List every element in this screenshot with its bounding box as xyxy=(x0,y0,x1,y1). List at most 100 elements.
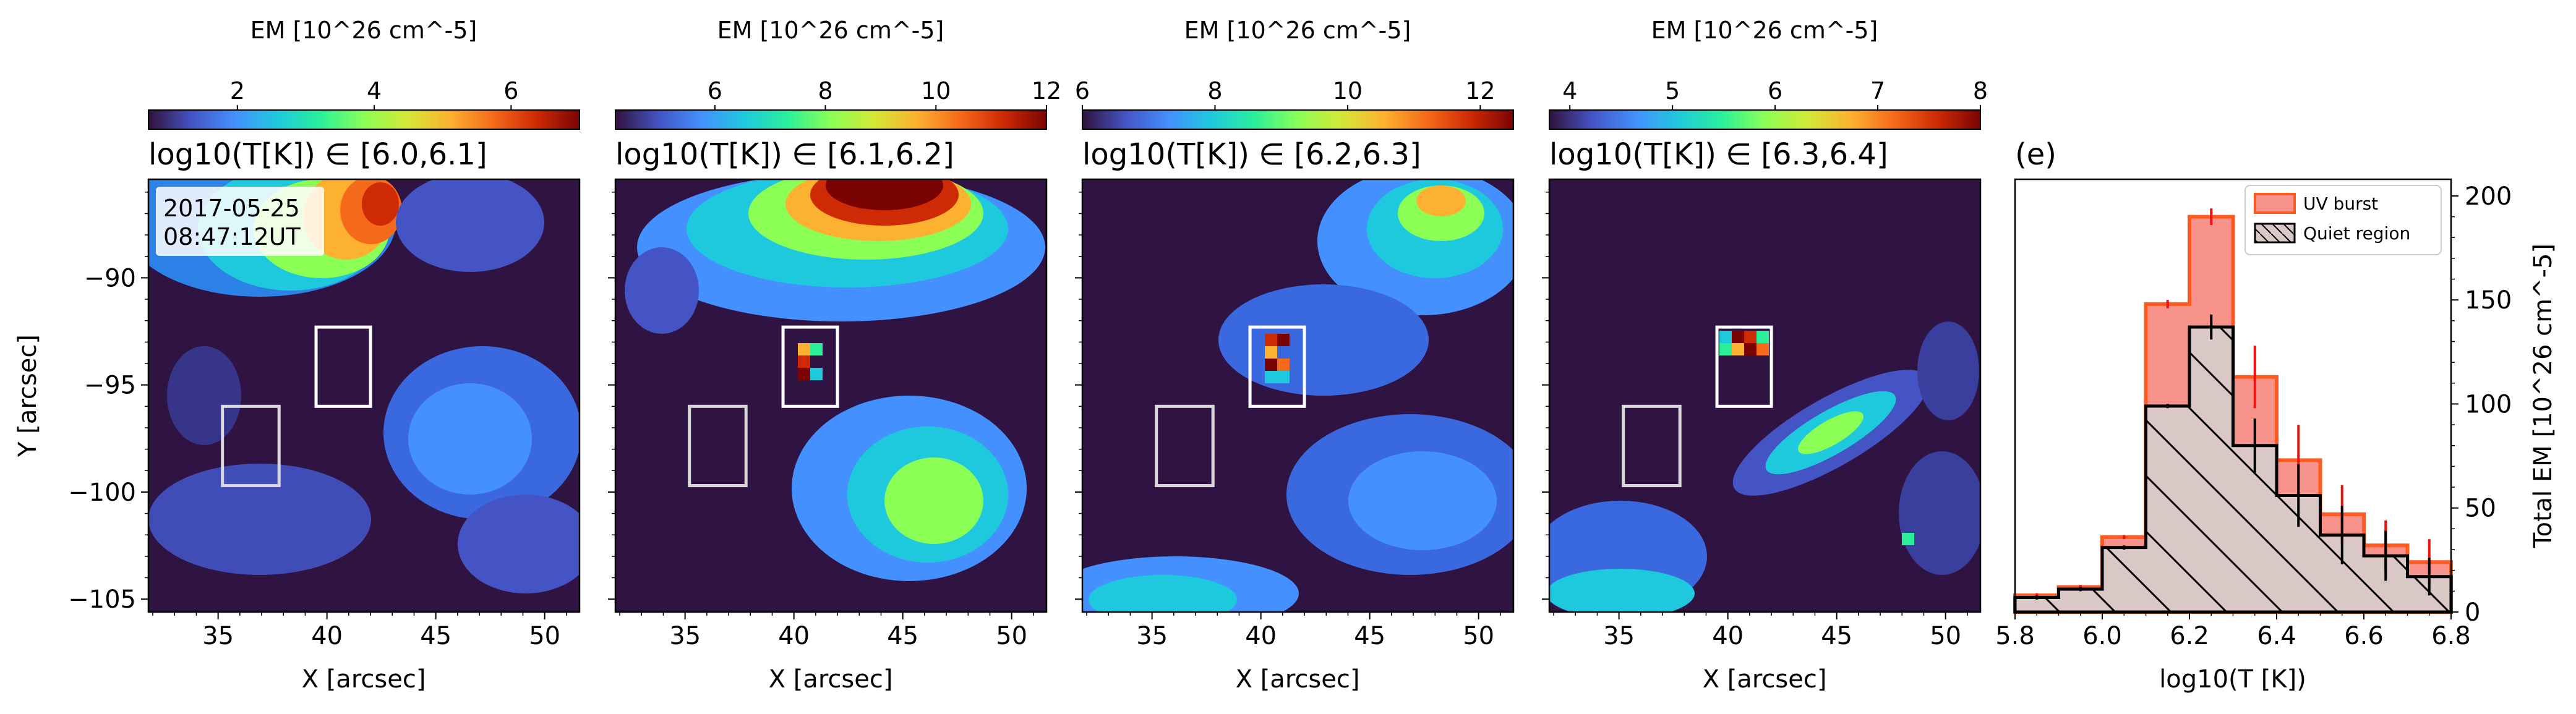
x-tick-label: 35 xyxy=(669,622,701,650)
colorbar-tick-label: 10 xyxy=(1333,77,1363,104)
y-tick-label: −100 xyxy=(68,478,136,507)
legend-label-uv-burst: UV burst xyxy=(2303,193,2378,214)
panel-c-frame xyxy=(1081,178,1515,613)
colorbar-d-label: EM [10^26 cm^-5] xyxy=(1651,17,1878,44)
colorbar-a xyxy=(148,109,580,130)
hist-y-tick-label: 150 xyxy=(2465,286,2512,315)
x-axis-label-d: X [arcsec] xyxy=(1703,665,1827,694)
histogram-e xyxy=(2013,208,2453,614)
panel-e-title: (e) xyxy=(2015,137,2056,172)
x-tick-label: 50 xyxy=(529,622,560,650)
x-axis-label-c: X [arcsec] xyxy=(1236,665,1360,694)
roi-boxes-a xyxy=(221,325,372,488)
panel-b: EM [10^26 cm^-5] 6 8 10 12 log10(T[K]) ∈ [6… xyxy=(608,17,1061,694)
panel-a: EM [10^26 cm^-5] 2 4 6 log10(T[K]) ∈ [6.0,… xyxy=(14,17,581,694)
legend-swatch-uv-burst xyxy=(2254,193,2296,214)
heatmap-c xyxy=(1082,179,1513,612)
heatmap-b-features xyxy=(625,179,1045,581)
colorbar-tick-label: 2 xyxy=(230,77,245,104)
colorbar-tick-label: 4 xyxy=(367,77,382,104)
quiet-region-box xyxy=(1622,404,1682,488)
x-tick-label: 40 xyxy=(1712,622,1744,650)
legend: UV burst Quiet region xyxy=(2244,185,2442,255)
panel-a-title: log10(T[K]) ∈ [6.0,6.1] xyxy=(148,137,487,172)
colorbar-tick-label: 12 xyxy=(1032,77,1061,104)
legend-label-quiet-region: Quiet region xyxy=(2303,223,2410,244)
heatmap-a-features xyxy=(148,179,580,593)
legend-swatch-quiet-region xyxy=(2254,223,2296,244)
colorbar-tick-label: 7 xyxy=(1870,77,1885,104)
x-tick-label: 50 xyxy=(996,622,1027,650)
colorbar-tick-label: 6 xyxy=(503,77,518,104)
histogram-x-label: log10(T [K]) xyxy=(2159,665,2306,694)
quiet-region-box xyxy=(688,404,748,488)
colorbar-a-label: EM [10^26 cm^-5] xyxy=(250,17,477,44)
timestamp-time: 08:47:12UT xyxy=(163,223,301,250)
x-tick-label: 45 xyxy=(1821,622,1852,650)
heatmap-a: 2017-05-25 08:47:12UT xyxy=(148,179,580,612)
panel-d-axis-ticks: 35 40 45 50 xyxy=(1542,192,1968,650)
quiet-region-box xyxy=(221,404,281,488)
hist-y-tick-label: 100 xyxy=(2465,390,2512,419)
colorbar-b xyxy=(615,109,1047,130)
panel-c-axis-ticks: 35 40 45 50 xyxy=(1075,192,1501,650)
colorbar-d-ticks: 4 5 6 7 8 xyxy=(1562,77,1988,110)
colorbar-a-ticks: 2 4 6 xyxy=(230,77,518,110)
roi-boxes-c xyxy=(1155,325,1306,488)
x-axis-label-a: X [arcsec] xyxy=(302,665,426,694)
hist-y-tick-label: 50 xyxy=(2465,495,2496,523)
colorbar-c-ticks: 6 8 10 12 xyxy=(1075,77,1496,110)
uv-burst-box xyxy=(781,325,839,408)
uv-burst-box xyxy=(1715,325,1773,408)
x-tick-label: 50 xyxy=(1463,622,1494,650)
colorbar-tick-label: 8 xyxy=(818,77,832,104)
panel-b-axis-ticks: 35 40 45 50 xyxy=(608,192,1034,650)
x-axis-label-b: X [arcsec] xyxy=(769,665,893,694)
x-tick-label: 50 xyxy=(1930,622,1961,650)
panel-e-axis-ticks: 5.8 6.0 6.2 6.4 6.6 6.80 50 100 150 200 xyxy=(1995,182,2512,650)
y-tick-label: −90 xyxy=(84,264,136,292)
x-tick-label: 40 xyxy=(311,622,343,650)
colorbar-tick-label: 12 xyxy=(1465,77,1495,104)
colorbar-tick-label: 8 xyxy=(1973,77,1988,104)
panel-d-frame xyxy=(1548,178,1982,613)
hist-y-tick-label: 200 xyxy=(2465,182,2512,211)
hist-x-tick-label: 6.8 xyxy=(2431,622,2471,650)
heatmap-d-features xyxy=(1549,321,1980,612)
hist-x-tick-label: 6.6 xyxy=(2344,622,2384,650)
panel-a-axis-ticks: 35 40 45 50 −90 −95 −100 −105 xyxy=(68,192,567,650)
histogram-y-label: Total EM [10^26 cm^-5] xyxy=(2529,244,2557,548)
x-tick-label: 40 xyxy=(1245,622,1277,650)
colorbar-b-ticks: 6 8 10 12 xyxy=(708,77,1061,110)
colorbar-tick-label: 5 xyxy=(1665,77,1680,104)
timestamp-box: 2017-05-25 08:47:12UT xyxy=(156,187,324,256)
colorbar-tick-label: 6 xyxy=(1768,77,1782,104)
y-axis-label: Y [arcsec] xyxy=(14,334,42,457)
colorbar-tick-label: 4 xyxy=(1562,77,1577,104)
colorbar-c-label: EM [10^26 cm^-5] xyxy=(1184,17,1411,44)
panel-c: EM [10^26 cm^-5] 6 8 10 12 log10(T[K]) ∈ [6… xyxy=(1075,17,1515,694)
roi-boxes-b xyxy=(688,325,839,488)
quiet-region-box xyxy=(1155,404,1215,488)
panel-d-title: log10(T[K]) ∈ [6.3,6.4] xyxy=(1549,137,1888,172)
x-tick-label: 45 xyxy=(420,622,451,650)
colorbar-tick-label: 10 xyxy=(921,77,951,104)
hist-x-tick-label: 6.0 xyxy=(2082,622,2122,650)
colorbar-tick-label: 8 xyxy=(1207,77,1222,104)
y-tick-label: −105 xyxy=(68,585,136,614)
hist-x-tick-label: 5.8 xyxy=(1995,622,2035,650)
heatmap-c-features xyxy=(1082,179,1513,612)
panel-e: (e) 5.8 6.0 6.2 6.4 6.6 6.80 50 100 150 200 log10… xyxy=(1995,137,2557,694)
hist-y-tick-label: 0 xyxy=(2465,598,2480,627)
x-tick-label: 40 xyxy=(778,622,810,650)
uv-burst-box xyxy=(1248,325,1306,408)
panel-b-title: log10(T[K]) ∈ [6.1,6.2] xyxy=(615,137,954,172)
heatmap-d xyxy=(1549,179,1980,612)
panel-c-title: log10(T[K]) ∈ [6.2,6.3] xyxy=(1082,137,1421,172)
hist-x-tick-label: 6.2 xyxy=(2170,622,2209,650)
timestamp-date: 2017-05-25 xyxy=(163,195,300,222)
colorbar-tick-label: 6 xyxy=(708,77,722,104)
x-tick-label: 35 xyxy=(1603,622,1635,650)
